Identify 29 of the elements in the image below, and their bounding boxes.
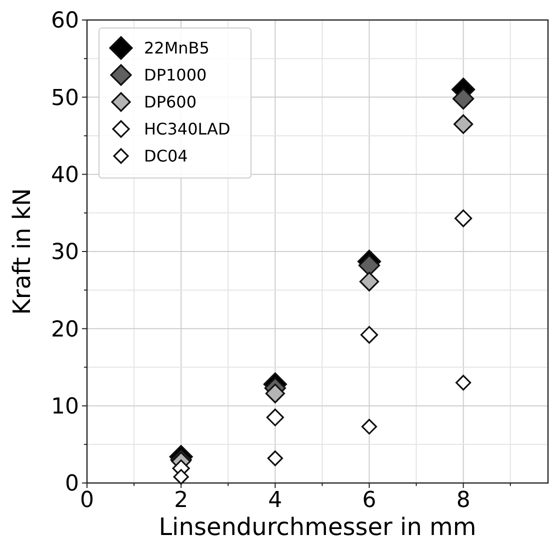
legend-label: DP1000 — [144, 66, 207, 85]
point — [454, 210, 472, 228]
y-tick-label: 10 — [51, 394, 79, 420]
x-tick-label: 2 — [174, 488, 188, 513]
x-axis-title: Linsendurchmesser in mm — [158, 513, 476, 541]
point — [265, 384, 285, 404]
y-tick-label: 0 — [65, 472, 79, 497]
point — [359, 272, 380, 292]
point — [360, 326, 378, 344]
y-tick-label: 50 — [51, 86, 79, 111]
x-tick-label: 6 — [362, 488, 376, 513]
y-axis-title: Kraft in kN — [8, 188, 36, 315]
point — [266, 408, 284, 426]
y-tick-label: 60 — [51, 8, 79, 34]
point — [173, 469, 189, 485]
x-tick-label: 4 — [268, 488, 282, 513]
legend-label: DC04 — [144, 146, 188, 166]
legend-label: HC340LAD — [144, 120, 230, 139]
point — [456, 374, 472, 390]
legend-label: 22MnB5 — [144, 38, 210, 58]
point — [361, 418, 378, 434]
point — [454, 114, 474, 134]
y-tick-label: 30 — [51, 240, 79, 266]
y-tick-label: 20 — [51, 317, 79, 342]
point — [452, 88, 474, 110]
y-tick-label: 40 — [51, 163, 79, 188]
x-tick-label: 8 — [456, 488, 470, 513]
legend-label: DP600 — [144, 92, 197, 112]
point — [267, 450, 283, 466]
